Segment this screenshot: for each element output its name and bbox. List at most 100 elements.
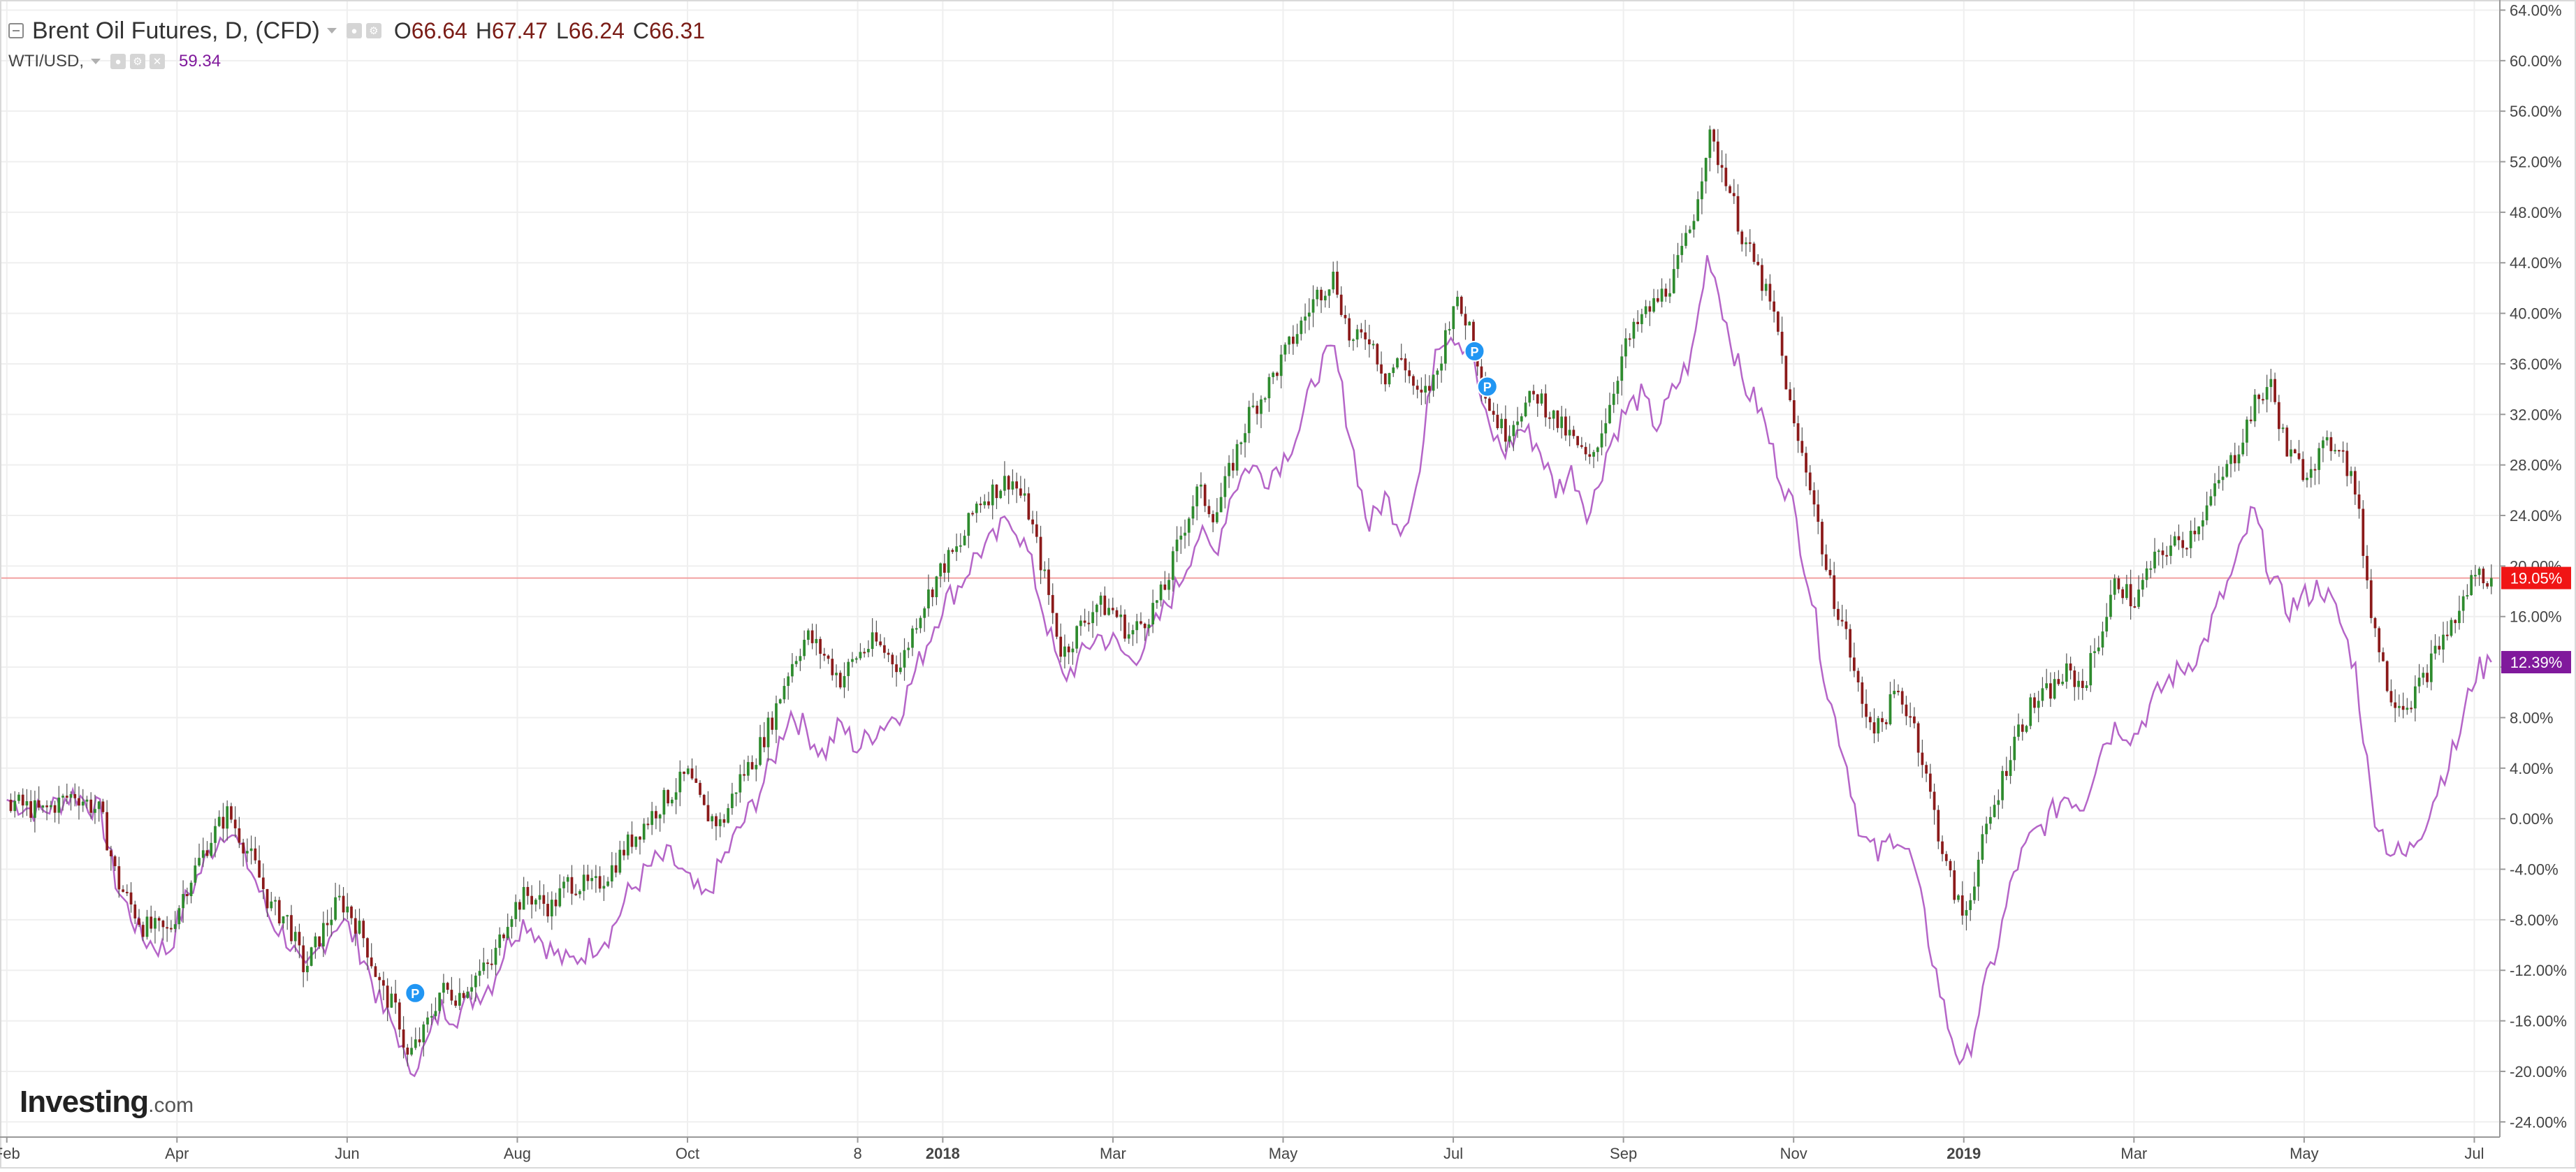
event-marker[interactable]: P (405, 982, 426, 1004)
candle-body (1881, 718, 1884, 722)
candle-body (1292, 336, 1295, 344)
candle-body (1123, 614, 1126, 639)
y-tick-label: -8.00% (2510, 911, 2559, 929)
candle-body (1103, 595, 1107, 615)
candle-body (1900, 691, 1904, 705)
candle-body (1360, 329, 1363, 332)
symbol-title[interactable]: Brent Oil Futures, D, (CFD) (32, 17, 320, 44)
candle-body (1592, 452, 1595, 457)
candle-body (1031, 519, 1034, 525)
candle-body (951, 550, 954, 552)
candle-body (498, 934, 502, 948)
eye-icon[interactable]: ● (346, 23, 362, 38)
event-markers[interactable]: P P P (405, 340, 1498, 1004)
candle-body (314, 936, 317, 948)
gear-icon[interactable]: ⚙ (130, 54, 145, 69)
candle-body (2053, 679, 2056, 699)
candle-body (578, 891, 581, 895)
candle-body (330, 919, 333, 925)
candle-body (658, 814, 662, 819)
candle-body (919, 617, 922, 629)
candle-body (715, 816, 718, 826)
candle-body (1909, 716, 1912, 718)
candle-body (230, 806, 233, 820)
candle-body (1231, 462, 1235, 471)
candle-body (1348, 318, 1351, 341)
grid (0, 0, 2500, 1137)
candle-body (2093, 651, 2096, 654)
collapse-icon[interactable] (8, 23, 24, 38)
candle-body (2265, 387, 2269, 400)
candle-body (1584, 446, 1587, 455)
candle-body (57, 797, 61, 813)
candle-body (1019, 488, 1022, 496)
candle-body (1928, 773, 1932, 792)
candle-body (422, 1024, 425, 1043)
candle-body (1320, 289, 1323, 301)
candle-body (1035, 524, 1038, 537)
candle-body (670, 799, 674, 804)
close-icon[interactable]: ✕ (150, 54, 165, 69)
candle-body (438, 992, 442, 1011)
event-marker[interactable]: P (1476, 376, 1498, 397)
candle-body (274, 900, 277, 902)
candle-body (374, 966, 377, 977)
candle-body (1849, 629, 1851, 658)
candle-body (1207, 506, 1211, 515)
y-tick-label: -24.00% (2510, 1113, 2567, 1131)
candle-body (1283, 344, 1287, 355)
eye-icon[interactable]: ● (110, 54, 126, 69)
candle-body (1492, 411, 1495, 415)
candle-body (1239, 442, 1243, 444)
candle-body (337, 895, 341, 898)
candle-body (2297, 453, 2301, 460)
candle-body (382, 980, 385, 986)
candle-body (2285, 427, 2289, 457)
candle-body (2081, 680, 2084, 689)
candle-body (246, 851, 249, 854)
candle-body (1817, 504, 1820, 522)
candle-body (2153, 551, 2156, 569)
candle-body (318, 936, 321, 947)
candle-body (514, 902, 518, 919)
candle-body (73, 793, 77, 798)
event-marker[interactable]: P (1464, 340, 1485, 362)
candle-body (1676, 255, 1680, 270)
x-tick-label: Feb (0, 1145, 20, 1162)
candle-body (350, 906, 353, 918)
candle-body (2406, 708, 2409, 710)
candle-body (1600, 433, 1603, 448)
candle-body (971, 513, 974, 515)
chevron-down-icon[interactable] (91, 59, 101, 64)
candle-body (1916, 723, 1920, 753)
candle-body (755, 765, 758, 770)
candle-body (2426, 673, 2429, 682)
candle-body (1644, 306, 1647, 314)
candle-body (2045, 683, 2049, 689)
candle-body (606, 881, 609, 886)
candle-body (1151, 603, 1154, 624)
candle-body (1011, 481, 1014, 490)
chevron-down-icon[interactable] (326, 28, 337, 34)
candle-body (1095, 604, 1098, 613)
y-tick-label: 28.00% (2510, 457, 2562, 474)
candle-body (154, 918, 157, 929)
comparison-symbol[interactable]: WTI/USD, (8, 52, 84, 71)
low-value: 66.24 (568, 17, 625, 43)
candle-body (871, 632, 874, 650)
candle-body (2229, 455, 2232, 464)
candle-body (2237, 454, 2241, 464)
candle-body (2373, 617, 2377, 629)
candle-body (482, 962, 486, 972)
candle-body (1412, 376, 1415, 386)
event-marker-label: P (1483, 381, 1492, 395)
gear-icon[interactable]: ⚙ (365, 23, 381, 38)
candle-body (490, 963, 493, 965)
y-tick-label: 56.00% (2510, 103, 2562, 120)
candle-body (2125, 584, 2128, 599)
candle-body (2157, 550, 2160, 552)
candle-body (2133, 606, 2137, 608)
candle-body (1276, 372, 1279, 376)
